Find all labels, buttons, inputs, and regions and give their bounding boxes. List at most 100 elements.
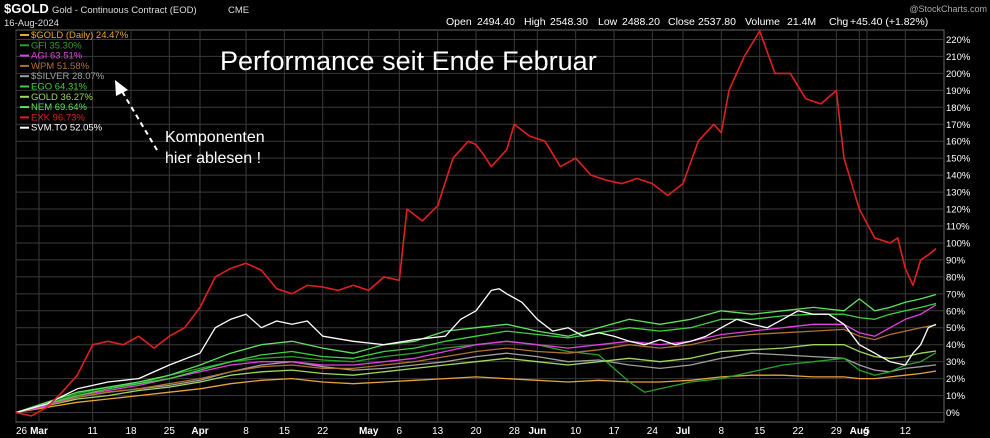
legend-entry: NEM 69.64% [31,102,88,113]
legend-entry: EGO 64.31% [31,82,88,93]
series-line-gold [15,370,937,414]
annotation-note-line2: hier ablesen ! [165,150,261,167]
series-line-exk [15,30,937,417]
legend-swatch [20,54,29,57]
legend-swatch [20,116,29,119]
y-tick-label: 10% [946,391,966,402]
x-tick-label: Apr [191,426,208,437]
ohlc-close-value: 2537.80 [698,16,736,28]
ohlc-high-value: 2548.30 [550,16,588,28]
ohlc-close-label: Close [668,16,695,28]
legend-entry: AGI 63.51% [31,51,83,62]
y-tick-label: 20% [946,374,966,385]
y-tick-label: 120% [946,205,971,216]
x-tick-label: 20 [470,426,482,437]
y-tick-label: 210% [946,52,971,63]
x-tick-label: Jun [528,426,546,437]
legend-swatch [20,126,29,129]
x-tick-label: 25 [164,426,176,437]
y-tick-label: 220% [946,35,971,46]
ohlc-volume-value: 21.4M [787,16,816,28]
x-tick-label: 18 [125,426,137,437]
x-tick-label: Jul [676,426,691,437]
annotation-note-line1: Komponenten [165,129,265,146]
contract-description: Gold - Continuous Contract (EOD) [52,5,197,16]
chart-date: 16-Aug-2024 [4,18,59,29]
x-tick-label: 29 [831,426,843,437]
ohlc-chg-label: Chg [829,16,848,28]
y-tick-label: 150% [946,154,971,165]
y-tick-label: 100% [946,238,971,249]
series-line-silver [15,352,937,414]
y-tick-label: 30% [946,357,966,368]
x-tick-label: 22 [792,426,804,437]
x-tick-label: 13 [432,426,444,437]
series-lines [15,30,937,417]
y-tick-label: 80% [946,272,966,283]
y-tick-label: 180% [946,103,971,114]
x-tick-label: 22 [317,426,329,437]
y-tick-label: 130% [946,188,971,199]
ohlc-open-label: Open [446,16,472,28]
ohlc-high-label: High [524,16,546,28]
series-line-ego [15,302,937,414]
y-tick-label: 70% [946,289,966,300]
grid [15,31,944,421]
series-line-svmto [15,288,937,414]
x-tick-label: Aug [850,426,869,437]
y-tick-label: 190% [946,86,971,97]
ticker-symbol: $GOLD [4,1,49,16]
y-tick-label: 160% [946,137,971,148]
legend-swatch [20,34,29,36]
legend-swatch [20,75,29,78]
annotation-arrow [115,80,158,151]
series-line-gfi [15,340,937,414]
y-tick-label: 0% [946,408,960,419]
x-tick-label: 12 [900,426,912,437]
x-tick-label: 15 [279,426,291,437]
legend-entry: SVM.TO 52.05% [31,123,103,134]
ohlc-low-value: 2488.20 [622,16,660,28]
x-tick-label: 11 [87,426,98,437]
y-axis-ticks: 0% 10% 20% 30% 40% 50% 60% 70% 80% 90% 100% 110% 120… [946,35,971,419]
legend-swatch [20,106,29,109]
x-tick-label: 6 [397,426,403,437]
series-line-agi [15,304,937,414]
y-tick-label: 110% [946,222,970,233]
legend-entry: $GOLD (Daily) 24.47% [31,30,129,41]
ohlc-volume-label: Volume [745,16,780,28]
chart-annotation-title: Performance seit Ende Februar [220,46,597,76]
x-axis-ticks: 26 Mar 11 18 25 Apr 8 15 22 May 6 13 20 28 Jun 10 17 24 Ju… [16,426,911,437]
legend-entry: WPM 51.58% [31,61,90,72]
x-tick-label: 10 [570,426,582,437]
x-tick-label: 8 [243,426,249,437]
legend: $GOLD (Daily) 24.47%GFI 35.30%AGI 63.51%… [20,30,129,134]
x-tick-label: 24 [647,426,659,437]
x-tick-label: 17 [608,426,620,437]
legend-swatch [20,95,29,98]
legend-swatch [20,64,29,67]
x-tick-label: 5 [864,426,870,437]
x-tick-label: 28 [509,426,521,437]
x-tick-label: 8 [719,426,725,437]
watermark: @StockCharts.com [909,4,987,14]
y-tick-label: 140% [946,171,971,182]
legend-swatch [20,44,29,47]
exchange-label: CME [228,5,249,16]
y-tick-label: 60% [946,306,966,317]
ohlc-low-label: Low [598,16,618,28]
legend-entry: GFI 35.30% [31,40,82,51]
series-line-gold [15,344,937,414]
ohlc-chg-value: +45.40 (+1.82%) [850,16,928,28]
y-tick-label: 170% [946,120,971,131]
series-line-nem [15,293,937,414]
series-line-wpm [15,324,937,414]
y-tick-label: 90% [946,255,966,266]
x-tick-label: May [359,426,379,437]
x-tick-label: 26 [16,426,28,437]
x-tick-label: Mar [30,426,48,437]
y-tick-label: 200% [946,69,971,80]
legend-entry: EXK 96.73% [31,112,85,123]
legend-entry: GOLD 36.27% [31,92,93,103]
